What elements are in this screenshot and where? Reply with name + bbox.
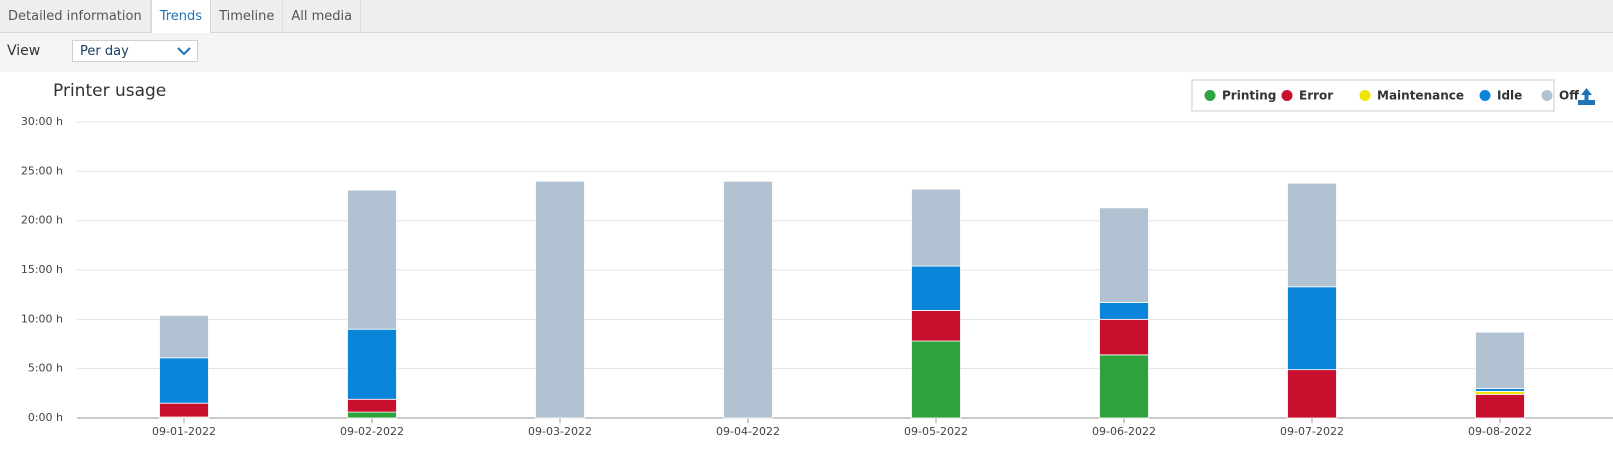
legend-marker [1359,90,1371,101]
tab[interactable]: All media [283,0,362,32]
bar-segment [1287,286,1337,371]
bar-segment [1099,354,1149,419]
bar-segment [1099,302,1149,320]
x-tick-label: 09-04-2022 [716,425,780,438]
bar-segment [911,265,961,311]
bar-segment [347,411,397,419]
bar-segment [911,340,961,419]
bar-segment [1475,393,1525,419]
x-tick-label: 09-05-2022 [904,425,968,438]
bar-segment [1475,331,1525,389]
chart-title: Printer usage [53,81,166,101]
export-arrow [1581,88,1592,100]
y-tick-label: 10:00 h [21,312,63,325]
export-icon[interactable] [1578,88,1595,105]
x-tick-label: 09-02-2022 [340,425,404,438]
legend-marker [1541,90,1553,101]
bar-segment [723,180,773,419]
x-tick-label: 09-01-2022 [152,425,216,438]
x-tick-label: 09-03-2022 [528,425,592,438]
legend-box [1191,79,1555,112]
export-base [1578,100,1595,105]
bar-segment [1287,369,1337,419]
bar-segment [911,188,961,267]
tab[interactable]: Detailed information [0,0,151,32]
x-tick-label: 09-08-2022 [1468,425,1532,438]
bar-segment [159,314,209,359]
chevron [177,47,191,56]
bar-segment [347,328,397,400]
bar-segment [347,189,397,330]
x-tick-label: 09-06-2022 [1092,425,1156,438]
chart-background [0,72,1613,451]
bar-segment [159,402,209,418]
y-tick-label: 0:00 h [28,411,63,424]
legend-label: Printing [1222,89,1276,103]
y-tick-label: 30:00 h [21,115,63,128]
y-tick-label: 5:00 h [28,362,63,375]
bar-segment [1475,390,1525,395]
view-label: View [7,43,41,59]
tab[interactable]: Timeline [211,0,284,32]
view-row: View Per day [0,33,1613,72]
bar-segment [1099,318,1149,356]
legend-label: Off [1559,89,1579,103]
y-tick-label: 20:00 h [21,214,63,227]
bar-segment [1287,182,1337,288]
legend-marker [1281,90,1293,101]
legend-label: Maintenance [1377,89,1464,103]
bar-segment [1099,207,1149,303]
legend-marker [1479,90,1491,101]
bar-segment [1475,387,1525,392]
legend-marker [1204,90,1216,101]
bar-segment [535,180,585,419]
legend-label: Error [1299,89,1333,103]
y-tick-label: 25:00 h [21,164,63,177]
bar-segment [347,398,397,413]
tab-active[interactable]: Trends [150,0,212,33]
view-select[interactable]: Per day [72,40,198,62]
x-tick-label: 09-07-2022 [1280,425,1344,438]
bar-segment [159,357,209,404]
y-tick-label: 15:00 h [21,263,63,276]
bar-segment [911,310,961,342]
legend-label: Idle [1497,89,1522,103]
view-value: Per day [80,44,129,59]
tab-bar: Detailed information Trends Timeline All… [0,0,1613,33]
